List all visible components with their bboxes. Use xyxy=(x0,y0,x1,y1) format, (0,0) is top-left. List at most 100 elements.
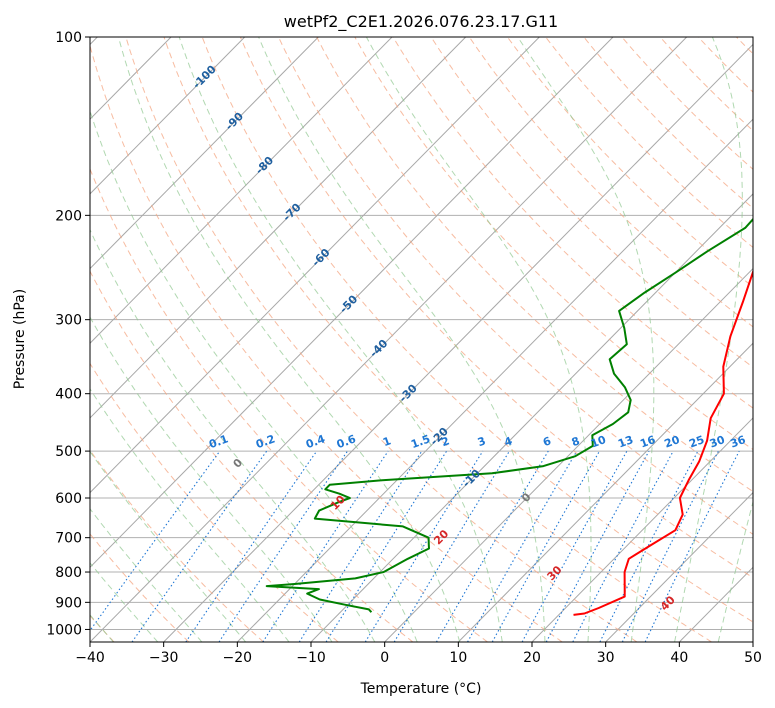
moist-adiabat-line xyxy=(90,507,203,642)
isotherm-line xyxy=(90,37,688,642)
isotherm-line xyxy=(605,491,753,642)
moist-adiabat-line xyxy=(90,387,290,642)
dry-adiabat-line xyxy=(278,37,753,535)
mixing-ratio-line xyxy=(131,450,268,642)
dry-adiabat-line xyxy=(506,37,753,288)
isotherm-line xyxy=(236,118,753,642)
mixing-ratio-label: 30 xyxy=(708,433,727,451)
isotherm-line xyxy=(90,37,467,419)
chart-title: wetPf2_C2E1.2026.076.23.17.G11 xyxy=(284,12,558,32)
plot-background xyxy=(90,37,753,642)
plot-frame xyxy=(89,36,754,643)
mixing-ratio-line xyxy=(545,450,650,642)
mixing-ratio-line xyxy=(644,450,740,642)
moist-adiabat-line xyxy=(90,228,376,642)
mixing-ratio-label: 1.5 xyxy=(409,432,432,451)
isotherm-line xyxy=(90,37,393,344)
moist-adiabat-line xyxy=(90,450,247,642)
dewpoint-profile-line xyxy=(265,217,753,613)
mixing-ratio-label: 2 xyxy=(440,434,452,449)
y-tick-label: 900 xyxy=(55,595,82,611)
dry-adiabat-line xyxy=(239,37,753,579)
x-tick-label: 10 xyxy=(449,650,467,666)
x-tick-label: −30 xyxy=(149,650,179,666)
moist-adiabat-line xyxy=(90,316,333,642)
mixing-ratio-line xyxy=(218,450,348,642)
mixing-ratio-label: 20 xyxy=(663,433,682,451)
moist-adiabat-line xyxy=(674,37,743,642)
moist-adiabat-line xyxy=(178,37,503,642)
mixing-ratio-label: 0.2 xyxy=(254,432,277,451)
mixing-ratio-label: 4 xyxy=(502,434,514,449)
dry-adiabat-line xyxy=(430,37,753,368)
y-axis: 1000 900 800 700 600 500 400 300 200 100 xyxy=(46,30,90,638)
mixing-ratio-label: 36 xyxy=(729,433,748,451)
isotherm-line xyxy=(457,342,753,642)
mixing-ratio-label: 8 xyxy=(570,434,582,449)
isotherm-line xyxy=(90,37,540,494)
background-lines xyxy=(90,37,753,642)
dry-adiabat-line xyxy=(90,362,339,642)
y-axis-title: Pressure (hPa) xyxy=(12,289,28,389)
mixing-ratio-label: 3 xyxy=(476,434,488,449)
y-tick-label: 700 xyxy=(55,531,82,547)
moist-adiabat-line xyxy=(90,109,418,642)
dry-adiabat-line xyxy=(354,37,753,451)
moist-adiabat-line xyxy=(365,37,592,642)
dry-adiabat-line xyxy=(468,37,753,328)
x-tick-label: −40 xyxy=(75,650,105,666)
x-tick-label: 30 xyxy=(597,650,615,666)
mixing-ratio-label: 0.6 xyxy=(335,432,358,451)
mixing-ratio-label: 16 xyxy=(638,433,657,451)
y-tick-label: 600 xyxy=(55,491,82,507)
x-axis-title: Temperature (°C) xyxy=(360,681,482,697)
x-axis: −40 −30 −20 −10 0 10 20 30 40 50 xyxy=(75,642,762,666)
dry-adiabat-line xyxy=(125,37,638,642)
y-tick-label: 200 xyxy=(55,208,82,224)
y-tick-label: 300 xyxy=(55,313,82,329)
dry-adiabat-line xyxy=(392,37,753,409)
mixing-ratio-label: 0.4 xyxy=(304,432,327,451)
dry-adiabat-line xyxy=(90,449,264,642)
x-tick-label: 0 xyxy=(380,650,389,666)
moist-adiabat-line xyxy=(258,37,546,642)
mixing-ratio-line xyxy=(185,450,318,642)
mixing-ratio-label: 6 xyxy=(541,434,553,449)
mixing-ratio-line xyxy=(262,450,389,642)
temperature-profile-line xyxy=(573,268,753,616)
x-tick-label: −20 xyxy=(223,650,253,666)
mixing-ratio-line xyxy=(298,450,423,642)
mixing-ratio-line xyxy=(521,450,628,642)
y-tick-label: 800 xyxy=(55,565,82,581)
isotherm-line xyxy=(531,417,753,642)
x-tick-label: 20 xyxy=(523,650,541,666)
moist-adiabat-line xyxy=(90,562,159,642)
mixing-ratio-line xyxy=(325,450,448,642)
y-tick-label: 400 xyxy=(55,387,82,403)
mixing-ratio-line xyxy=(621,450,719,642)
isotherm-line xyxy=(163,43,753,642)
mixing-ratio-label: 0.1 xyxy=(207,432,230,451)
dry-adiabat-line xyxy=(90,43,563,642)
isotherm-line xyxy=(90,37,319,270)
dry-adiabat-line xyxy=(201,37,753,623)
mixing-ratio-label: 10 xyxy=(589,433,608,451)
y-tick-label: 1000 xyxy=(46,622,82,638)
moist-adiabat-line xyxy=(517,37,655,642)
mixing-ratio-line xyxy=(364,450,484,642)
y-tick-label: 100 xyxy=(55,30,82,46)
x-tick-label: 40 xyxy=(670,650,688,666)
mixing-ratio-line xyxy=(393,450,510,642)
isotherm-line xyxy=(90,37,246,195)
isotherm-line xyxy=(752,641,753,642)
isotherm-line xyxy=(384,267,753,642)
mixing-ratio-label: 1 xyxy=(381,434,393,449)
x-tick-label: −10 xyxy=(296,650,326,666)
mixing-ratio-label: 25 xyxy=(687,433,706,450)
mixing-ratio-label: 13 xyxy=(616,433,635,450)
dry-adiabat-line xyxy=(90,270,414,642)
dry-adiabat-line xyxy=(90,167,488,642)
moist-adiabat-line xyxy=(117,37,461,642)
grid-layer xyxy=(90,37,753,642)
